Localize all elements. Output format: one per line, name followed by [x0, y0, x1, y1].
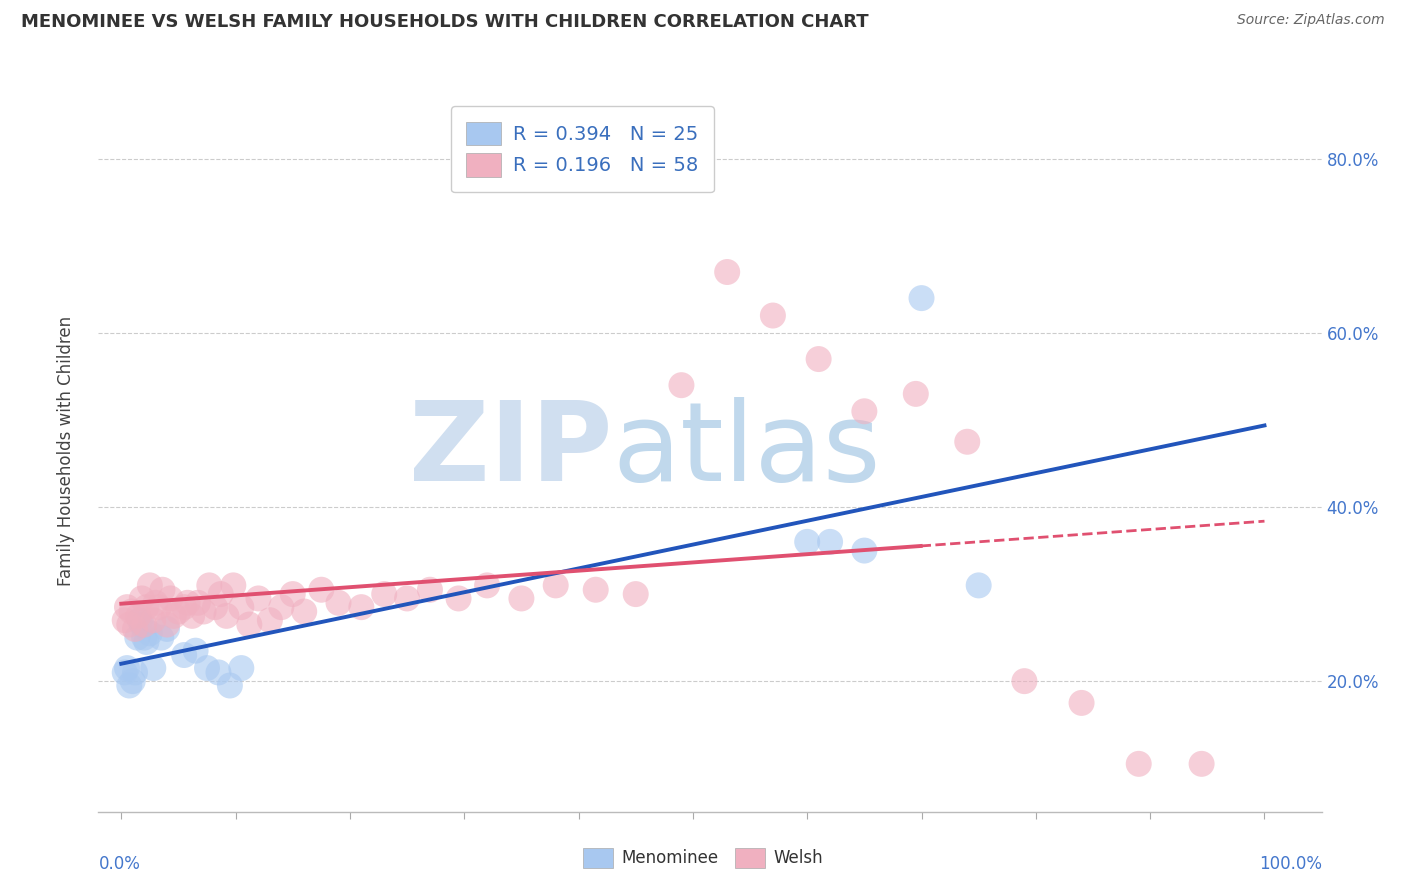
Point [292, 605, 315, 619]
Point [121, 674, 143, 689]
Text: 0.0%: 0.0% [98, 855, 141, 873]
Point [247, 591, 270, 606]
Point [281, 587, 304, 601]
Point [853, 404, 876, 418]
Point [124, 665, 146, 680]
Point [447, 591, 470, 606]
Point [350, 600, 373, 615]
Point [135, 600, 157, 615]
Point [1014, 674, 1036, 689]
Point [176, 596, 198, 610]
Point [152, 582, 174, 597]
Text: atlas: atlas [612, 397, 880, 504]
Point [187, 596, 209, 610]
Point [127, 608, 149, 623]
Point [671, 378, 693, 392]
Point [716, 265, 738, 279]
Point [796, 534, 818, 549]
Point [148, 600, 170, 615]
Point [156, 617, 179, 632]
Point [544, 578, 567, 592]
Point [967, 578, 990, 592]
Point [270, 600, 292, 615]
Point [181, 608, 204, 623]
Point [910, 291, 932, 305]
Y-axis label: Family Households with Children: Family Households with Children [56, 316, 75, 585]
Point [956, 434, 979, 449]
Point [1128, 756, 1150, 771]
Point [219, 678, 242, 692]
Point [311, 582, 333, 597]
Point [145, 596, 167, 610]
Point [1191, 756, 1213, 771]
Point [173, 648, 195, 662]
Point [231, 661, 253, 675]
Point [762, 309, 785, 323]
Point [118, 678, 141, 692]
Point [195, 661, 218, 675]
Point [396, 591, 419, 606]
Point [585, 582, 607, 597]
Point [118, 617, 141, 632]
Point [156, 622, 179, 636]
Point [222, 578, 245, 592]
Legend: Menominee, Welsh: Menominee, Welsh [576, 841, 830, 875]
Point [127, 631, 149, 645]
Point [163, 608, 186, 623]
Point [853, 543, 876, 558]
Point [204, 600, 226, 615]
Point [328, 596, 350, 610]
Point [134, 631, 156, 645]
Point [173, 600, 195, 615]
Text: Source: ZipAtlas.com: Source: ZipAtlas.com [1237, 13, 1385, 28]
Point [115, 600, 138, 615]
Point [373, 587, 395, 601]
Point [198, 578, 221, 592]
Point [209, 587, 232, 601]
Point [114, 613, 136, 627]
Point [475, 578, 498, 592]
Point [818, 534, 841, 549]
Point [142, 613, 165, 627]
Point [135, 635, 157, 649]
Point [134, 617, 156, 632]
Point [1070, 696, 1092, 710]
Point [115, 661, 138, 675]
Legend: R = 0.394   N = 25, R = 0.196   N = 58: R = 0.394 N = 25, R = 0.196 N = 58 [451, 106, 714, 193]
Point [139, 626, 162, 640]
Point [207, 665, 229, 680]
Point [167, 605, 190, 619]
Point [128, 613, 150, 627]
Point [624, 587, 647, 601]
Point [124, 622, 146, 636]
Point [131, 617, 153, 632]
Point [142, 661, 165, 675]
Point [238, 617, 260, 632]
Point [807, 352, 830, 367]
Point [904, 387, 927, 401]
Point [215, 608, 238, 623]
Point [184, 643, 207, 657]
Point [121, 605, 143, 619]
Point [510, 591, 533, 606]
Point [131, 591, 153, 606]
Point [139, 578, 162, 592]
Point [114, 665, 136, 680]
Point [259, 613, 281, 627]
Point [231, 600, 253, 615]
Point [150, 631, 173, 645]
Point [159, 591, 181, 606]
Text: MENOMINEE VS WELSH FAMILY HOUSEHOLDS WITH CHILDREN CORRELATION CHART: MENOMINEE VS WELSH FAMILY HOUSEHOLDS WIT… [21, 13, 869, 31]
Point [419, 582, 441, 597]
Text: ZIP: ZIP [409, 397, 612, 504]
Text: 100.0%: 100.0% [1258, 855, 1322, 873]
Point [193, 605, 215, 619]
